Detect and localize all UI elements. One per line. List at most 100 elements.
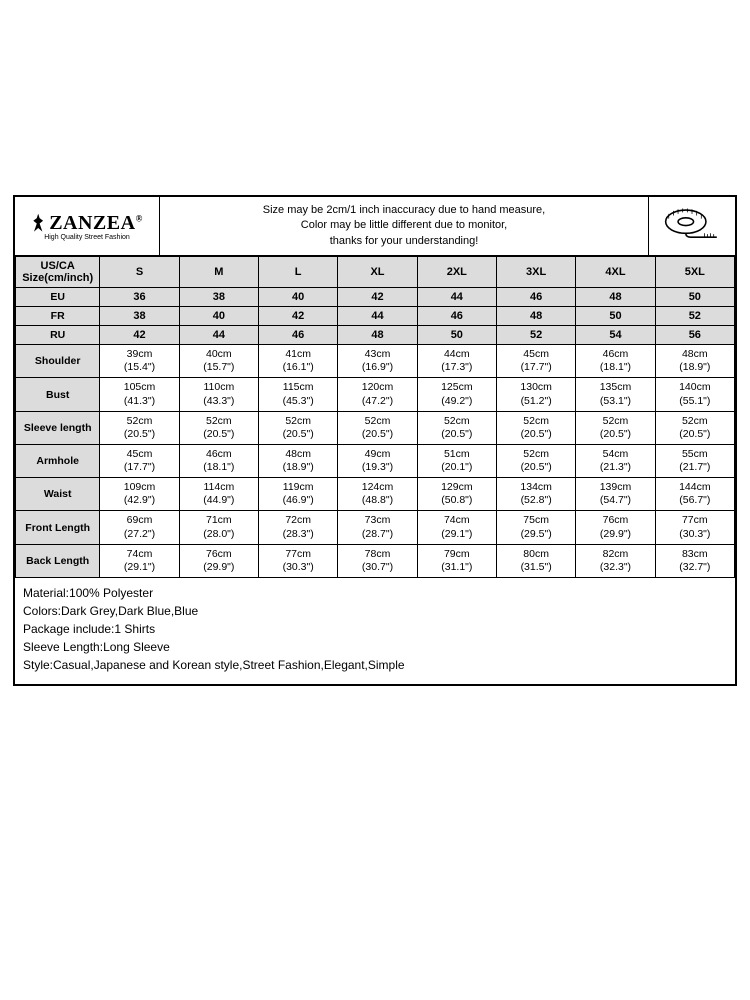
region-value: 46 [259, 326, 338, 345]
measure-value: 43cm(16.9") [338, 345, 417, 378]
measure-value: 71cm(28.0") [179, 511, 258, 544]
measure-value: 105cm(41.3") [100, 378, 179, 411]
measure-value: 109cm(42.9") [100, 478, 179, 511]
region-value: 50 [417, 326, 496, 345]
measure-row: Bust105cm(41.3")110cm(43.3")115cm(45.3")… [16, 378, 735, 411]
region-value: 48 [576, 288, 655, 307]
measure-value: 48cm(18.9") [655, 345, 734, 378]
measure-value: 74cm(29.1") [100, 544, 179, 577]
size-col-2xl: 2XL [417, 257, 496, 288]
detail-line: Material:100% Polyester [23, 584, 727, 602]
detail-line: Colors:Dark Grey,Dark Blue,Blue [23, 602, 727, 620]
region-value: 48 [496, 307, 575, 326]
measure-value: 83cm(32.7") [655, 544, 734, 577]
measure-value: 52cm(20.5") [100, 411, 179, 444]
measure-value: 41cm(16.1") [259, 345, 338, 378]
notice-line-2: Color may be little different due to mon… [301, 218, 507, 233]
region-value: 42 [259, 307, 338, 326]
measure-value: 39cm(15.4") [100, 345, 179, 378]
measure-value: 76cm(29.9") [576, 511, 655, 544]
measure-value: 114cm(44.9") [179, 478, 258, 511]
measure-row: Shoulder39cm(15.4")40cm(15.7")41cm(16.1"… [16, 345, 735, 378]
measure-value: 78cm(30.7") [338, 544, 417, 577]
measure-value: 74cm(29.1") [417, 511, 496, 544]
measure-label: Waist [16, 478, 100, 511]
notice-line-3: thanks for your understanding! [330, 234, 479, 249]
region-value: 44 [179, 326, 258, 345]
first-col-label: US/CA Size(cm/inch) [22, 260, 93, 284]
measure-value: 79cm(31.1") [417, 544, 496, 577]
measure-label: Armhole [16, 444, 100, 477]
region-value: 42 [338, 288, 417, 307]
region-value: 38 [179, 288, 258, 307]
size-table: US/CA Size(cm/inch) S M L XL 2XL 3XL 4XL… [15, 256, 735, 578]
measure-value: 80cm(31.5") [496, 544, 575, 577]
measure-value: 46cm(18.1") [179, 444, 258, 477]
brand-tagline: High Quality Street Fashion [44, 234, 130, 241]
measure-row: Armhole45cm(17.7")46cm(18.1")48cm(18.9")… [16, 444, 735, 477]
measure-value: 82cm(32.3") [576, 544, 655, 577]
region-value: 46 [417, 307, 496, 326]
header-row: ZANZEA® High Quality Street Fashion Size… [15, 197, 735, 256]
region-value: 50 [655, 288, 734, 307]
brand-logo-cell: ZANZEA® High Quality Street Fashion [15, 197, 160, 255]
tape-measure-cell [649, 197, 735, 255]
measure-value: 140cm(55.1") [655, 378, 734, 411]
measure-value: 134cm(52.8") [496, 478, 575, 511]
measure-label: Shoulder [16, 345, 100, 378]
detail-line: Sleeve Length:Long Sleeve [23, 638, 727, 656]
measure-value: 45cm(17.7") [496, 345, 575, 378]
region-label: RU [16, 326, 100, 345]
measure-value: 77cm(30.3") [655, 511, 734, 544]
measure-value: 119cm(46.9") [259, 478, 338, 511]
measure-value: 40cm(15.7") [179, 345, 258, 378]
brand-reg: ® [136, 213, 143, 223]
measure-value: 124cm(48.8") [338, 478, 417, 511]
measurement-notice: Size may be 2cm/1 inch inaccuracy due to… [160, 197, 649, 255]
measure-value: 120cm(47.2") [338, 378, 417, 411]
measure-value: 52cm(20.5") [417, 411, 496, 444]
measure-value: 48cm(18.9") [259, 444, 338, 477]
product-details: Material:100% PolyesterColors:Dark Grey,… [15, 578, 735, 684]
measure-value: 44cm(17.3") [417, 345, 496, 378]
measure-value: 75cm(29.5") [496, 511, 575, 544]
measure-row: Front Length69cm(27.2")71cm(28.0")72cm(2… [16, 511, 735, 544]
measure-value: 52cm(20.5") [576, 411, 655, 444]
size-header-row: US/CA Size(cm/inch) S M L XL 2XL 3XL 4XL… [16, 257, 735, 288]
measure-value: 46cm(18.1") [576, 345, 655, 378]
region-row-fr: FR3840424446485052 [16, 307, 735, 326]
measure-row: Sleeve length52cm(20.5")52cm(20.5")52cm(… [16, 411, 735, 444]
region-value: 42 [100, 326, 179, 345]
measure-value: 69cm(27.2") [100, 511, 179, 544]
detail-line: Package include:1 Shirts [23, 620, 727, 638]
measuring-tape-icon [661, 203, 723, 250]
measure-value: 52cm(20.5") [338, 411, 417, 444]
measure-value: 54cm(21.3") [576, 444, 655, 477]
measure-row: Back Length74cm(29.1")76cm(29.9")77cm(30… [16, 544, 735, 577]
size-col-l: L [259, 257, 338, 288]
region-value: 38 [100, 307, 179, 326]
notice-line-1: Size may be 2cm/1 inch inaccuracy due to… [263, 203, 545, 218]
first-col-header: US/CA Size(cm/inch) [16, 257, 100, 288]
brand-name: ZANZEA® [31, 212, 143, 235]
top-spacer [0, 0, 750, 195]
region-value: 56 [655, 326, 734, 345]
measure-row: Waist109cm(42.9")114cm(44.9")119cm(46.9"… [16, 478, 735, 511]
region-row-eu: EU3638404244464850 [16, 288, 735, 307]
size-col-xl: XL [338, 257, 417, 288]
measure-value: 51cm(20.1") [417, 444, 496, 477]
region-value: 44 [417, 288, 496, 307]
size-chart-container: ZANZEA® High Quality Street Fashion Size… [13, 195, 737, 686]
measure-value: 52cm(20.5") [496, 444, 575, 477]
measure-value: 139cm(54.7") [576, 478, 655, 511]
measure-value: 144cm(56.7") [655, 478, 734, 511]
region-value: 48 [338, 326, 417, 345]
region-value: 40 [179, 307, 258, 326]
measure-value: 45cm(17.7") [100, 444, 179, 477]
region-value: 44 [338, 307, 417, 326]
region-label: EU [16, 288, 100, 307]
measure-value: 49cm(19.3") [338, 444, 417, 477]
measure-value: 125cm(49.2") [417, 378, 496, 411]
region-value: 52 [496, 326, 575, 345]
region-value: 52 [655, 307, 734, 326]
